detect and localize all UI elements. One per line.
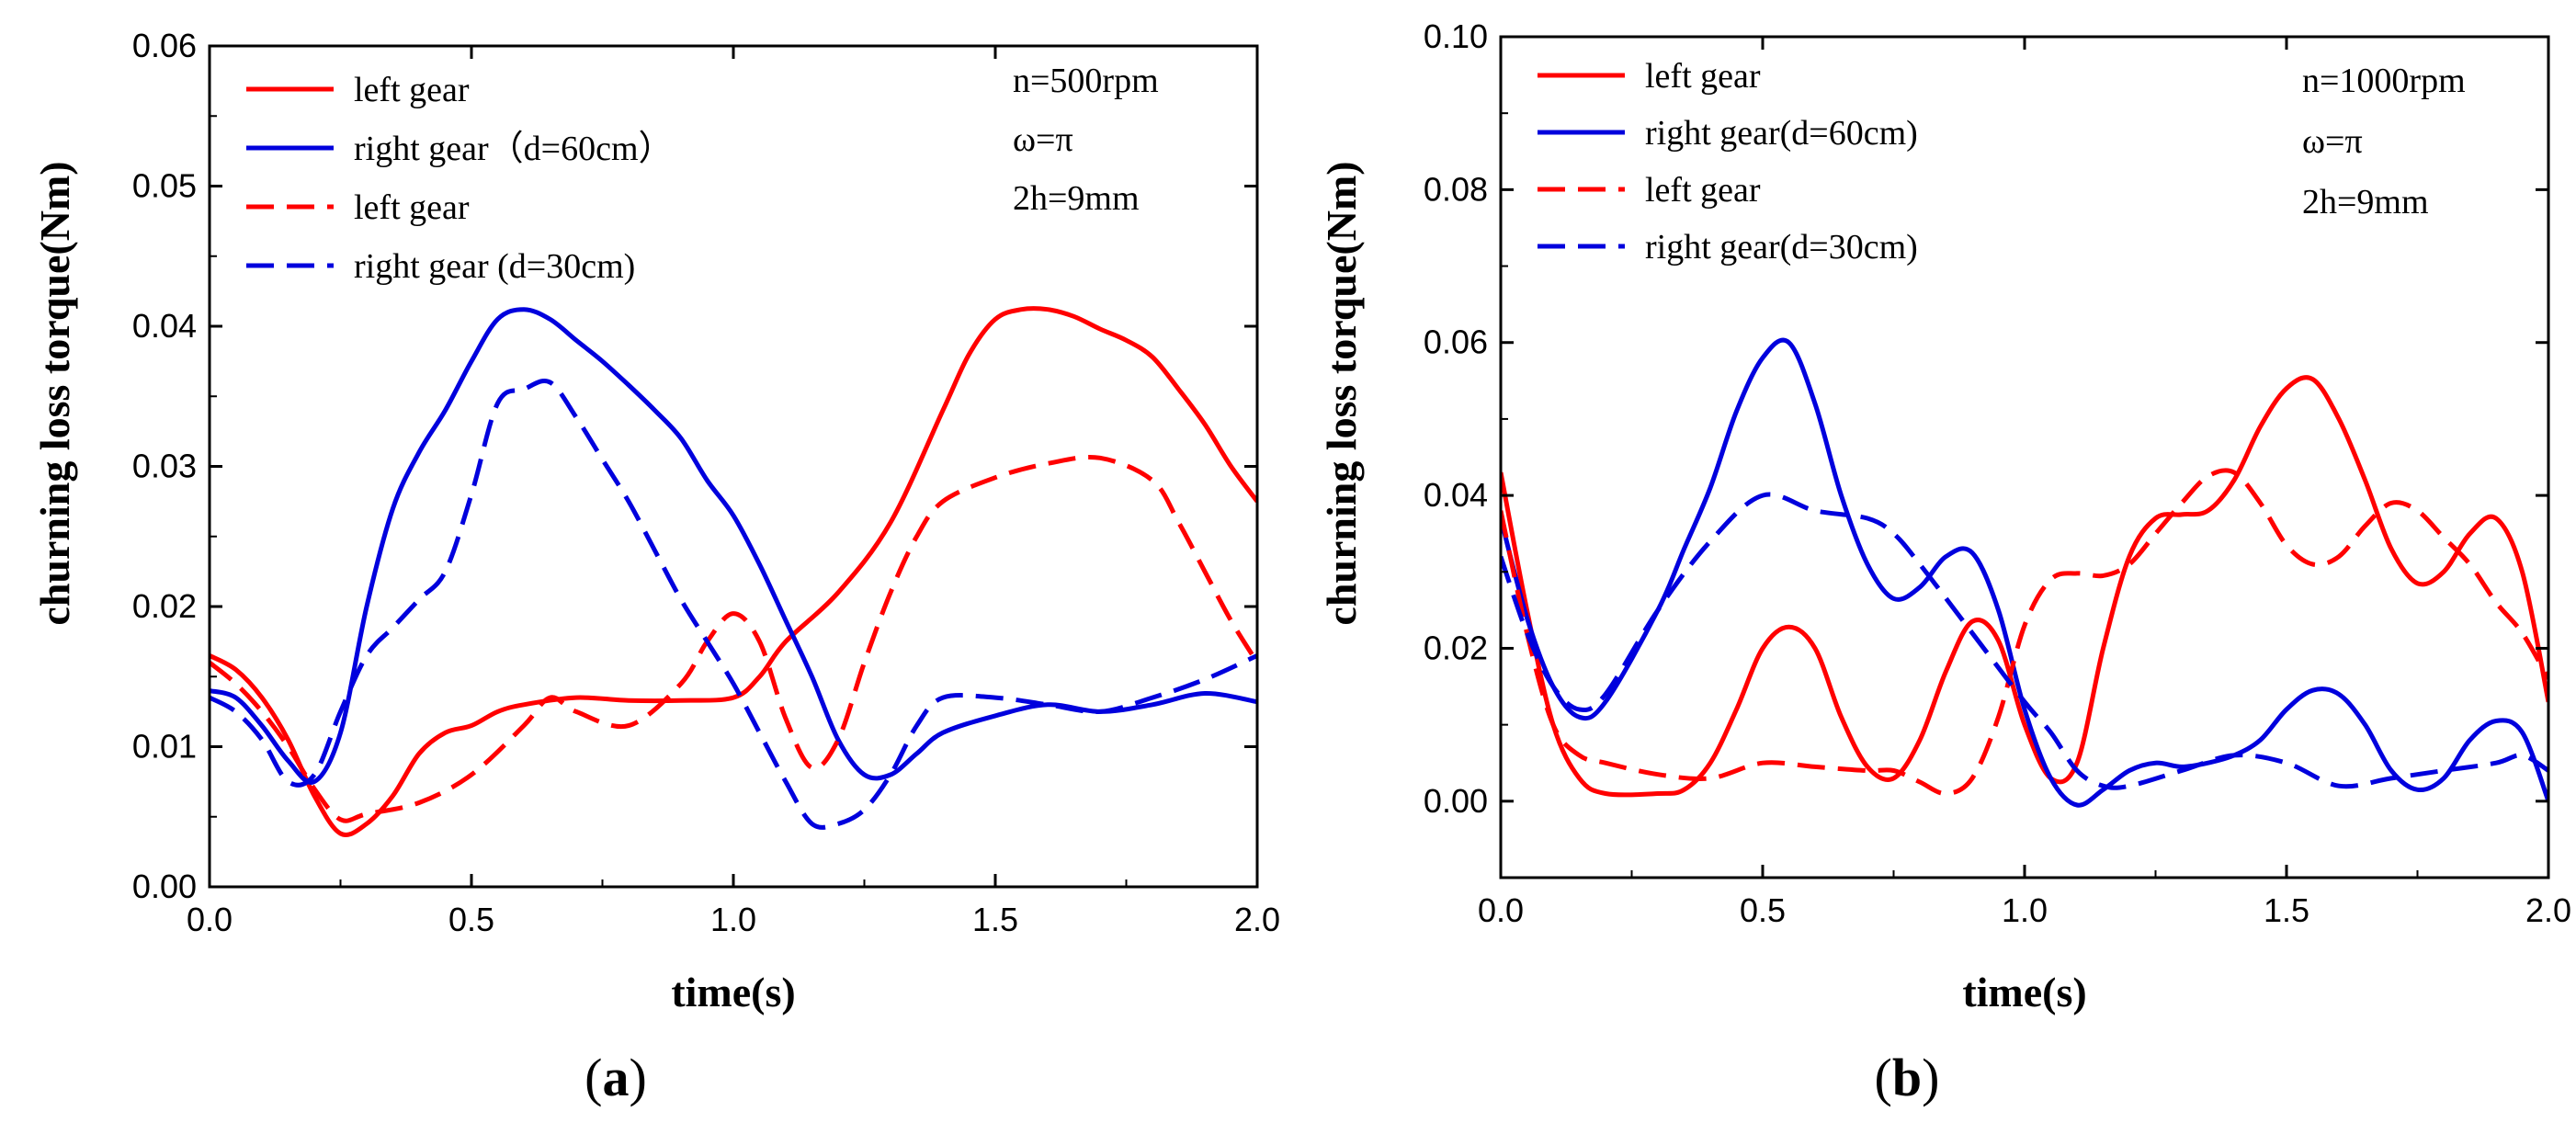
plot-area xyxy=(210,306,1257,837)
annotation-text: n=1000rpm xyxy=(2302,62,2466,100)
panel-letter: b xyxy=(1892,1048,1922,1107)
x-tick-label: 1.5 xyxy=(2264,891,2309,929)
x-tick-label: 0.0 xyxy=(1478,891,1524,929)
plot-area xyxy=(1501,337,2548,808)
series-line-4-dashed xyxy=(210,379,1257,830)
series-line-3-dashed xyxy=(1501,468,2548,796)
y-tick-label: 0.02 xyxy=(1424,629,1488,666)
legend-label: left gear xyxy=(1645,171,1761,210)
panel-label: (b) xyxy=(1875,1048,1940,1107)
x-tick-label: 2.0 xyxy=(2525,891,2571,929)
plot-frame xyxy=(208,44,1259,889)
legend-label: right gear(d=60cm) xyxy=(1645,114,1918,153)
panel-letter: a xyxy=(603,1048,630,1107)
legend: left gear right gear（d=60cm） left gear righ… xyxy=(246,71,674,286)
x-tick-label: 0.0 xyxy=(187,901,233,938)
legend-label: right gear（d=60cm） xyxy=(354,130,674,168)
series-line-3-dashed xyxy=(210,454,1257,823)
annotation-text: ω=π xyxy=(2302,122,2363,161)
x-tick-label: 0.5 xyxy=(448,901,494,938)
x-tick-label: 1.0 xyxy=(710,901,756,938)
series-line-1-solid xyxy=(210,306,1257,837)
legend-label: left gear xyxy=(354,188,470,227)
annotation-text: ω=π xyxy=(1013,120,1073,159)
y-tick-label: 0.04 xyxy=(132,307,197,345)
y-tick-label: 0.08 xyxy=(1424,170,1488,208)
x-tick-label: 1.5 xyxy=(972,901,1018,938)
legend-label: right gear(d=30cm) xyxy=(1645,228,1918,267)
y-tick-label: 0.03 xyxy=(132,448,197,485)
legend-label: left gear xyxy=(1645,57,1761,96)
y-tick-label: 0.04 xyxy=(1424,476,1488,514)
legend-label: left gear xyxy=(354,71,470,109)
x-axis-title: time(s) xyxy=(1962,969,2086,1015)
chart-panel-a: churning loss torque(Nm) time(s) (a) 0.0… xyxy=(31,27,1280,1107)
annotation-text: 2h=9mm xyxy=(1013,179,1140,218)
y-axis-title: churning loss torque(Nm) xyxy=(1318,161,1365,625)
x-tick-label: 1.0 xyxy=(2002,891,2048,929)
legend-label: right gear (d=30cm) xyxy=(354,247,635,286)
y-tick-label: 0.00 xyxy=(132,868,197,905)
annotation-text: n=500rpm xyxy=(1013,62,1159,100)
series-line-1-solid xyxy=(1501,375,2548,798)
panel-label: (a) xyxy=(584,1048,647,1107)
chart-panel-b: churning loss torque(Nm) time(s) (b) 0.0… xyxy=(1318,17,2571,1107)
plot-frame xyxy=(1499,35,2550,879)
x-tick-label: 2.0 xyxy=(1234,901,1280,938)
series-line-4-dashed xyxy=(1501,492,2548,790)
y-tick-label: 0.06 xyxy=(132,27,197,64)
x-tick-label: 0.5 xyxy=(1740,891,1786,929)
y-tick-label: 0.01 xyxy=(132,728,197,766)
y-tick-label: 0.06 xyxy=(1424,323,1488,361)
series-line-2-solid xyxy=(1501,337,2548,808)
legend: left gear right gear(d=60cm) left gear righ… xyxy=(1538,57,1918,267)
annotation-text: 2h=9mm xyxy=(2302,183,2429,221)
y-tick-label: 0.05 xyxy=(132,167,197,205)
y-tick-label: 0.00 xyxy=(1424,782,1488,820)
x-axis-title: time(s) xyxy=(671,969,795,1015)
y-tick-label: 0.02 xyxy=(132,587,197,625)
series-line-2-solid xyxy=(210,307,1257,785)
y-tick-label: 0.10 xyxy=(1424,17,1488,55)
y-axis-title: churning loss torque(Nm) xyxy=(31,161,78,625)
